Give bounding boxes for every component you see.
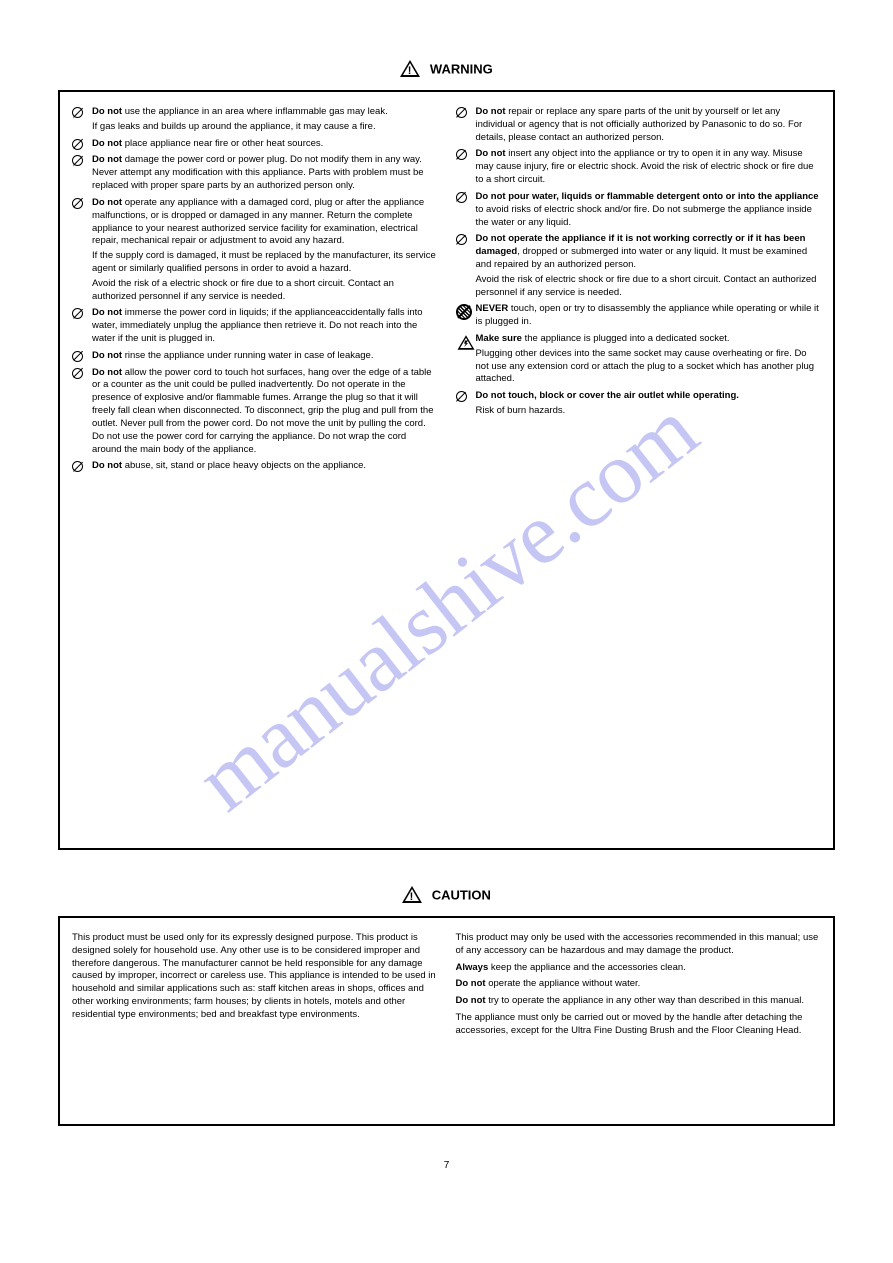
list-item: NEVER touch, open or try to disassembly … bbox=[456, 303, 822, 329]
caution-right-column: This product may only be used with the a… bbox=[456, 932, 822, 1110]
prohibit-icon bbox=[72, 351, 83, 362]
list-item: Do not place appliance near fire or othe… bbox=[72, 138, 438, 151]
list-item: This product may only be used with the a… bbox=[456, 932, 822, 958]
list-item: The appliance must only be carried out o… bbox=[456, 1012, 822, 1038]
item-text: The appliance must only be carried out o… bbox=[456, 1012, 803, 1036]
item-text: Do not pour water, liquids or flammable … bbox=[476, 191, 819, 228]
prohibit-icon bbox=[456, 234, 467, 245]
list-item: Do not damage the power cord or power pl… bbox=[72, 154, 438, 192]
item-text: NEVER touch, open or try to disassembly … bbox=[476, 303, 819, 327]
list-item: Do not use the appliance in an area wher… bbox=[72, 106, 438, 134]
item-text: Do not immerse the power cord in liquids… bbox=[92, 307, 423, 344]
caution-title: CAUTION bbox=[432, 887, 491, 902]
warning-header: WARNING bbox=[58, 60, 835, 80]
item-note: If gas leaks and builds up around the ap… bbox=[92, 121, 438, 134]
list-item: Do not immerse the power cord in liquids… bbox=[72, 307, 438, 345]
item-text: Do not insert any object into the applia… bbox=[476, 148, 814, 185]
list-item: Do not repair or replace any spare parts… bbox=[456, 106, 822, 144]
item-text: Do not abuse, sit, stand or place heavy … bbox=[92, 460, 366, 471]
prohibit-icon bbox=[72, 461, 83, 472]
item-extra: Plugging other devices into the same soc… bbox=[476, 348, 822, 386]
warning-box: Do not use the appliance in an area wher… bbox=[58, 90, 835, 850]
warning-columns: Do not use the appliance in an area wher… bbox=[72, 106, 821, 834]
list-item: Do not pour water, liquids or flammable … bbox=[456, 191, 822, 229]
prohibit-icon bbox=[456, 149, 467, 160]
prohibit-icon bbox=[456, 192, 467, 203]
warning-left-column: Do not use the appliance in an area wher… bbox=[72, 106, 438, 834]
prohibit-large-icon bbox=[456, 304, 472, 320]
item-extra: Risk of burn hazards. bbox=[476, 405, 822, 418]
item-text: Do not allow the power cord to touch hot… bbox=[92, 367, 434, 455]
list-item: Make sure the appliance is plugged into … bbox=[456, 333, 822, 386]
item-text: Do not try to operate the appliance in a… bbox=[456, 995, 805, 1006]
item-text: Do not rinse the appliance under running… bbox=[92, 350, 373, 361]
list-item: Do not insert any object into the applia… bbox=[456, 148, 822, 186]
prohibit-icon bbox=[72, 107, 83, 118]
list-item: Do not allow the power cord to touch hot… bbox=[72, 367, 438, 457]
caution-left-column: This product must be used only for its e… bbox=[72, 932, 438, 1110]
caution-box: This product must be used only for its e… bbox=[58, 916, 835, 1126]
prohibit-icon bbox=[72, 308, 83, 319]
item-text: Do not operate any appliance with a dama… bbox=[92, 197, 424, 246]
caution-columns: This product must be used only for its e… bbox=[72, 932, 821, 1110]
item-extra2: Avoid the risk of a electric shock or fi… bbox=[92, 278, 438, 304]
prohibit-icon bbox=[456, 107, 467, 118]
item-text: Do not repair or replace any spare parts… bbox=[476, 106, 803, 143]
list-item: Do not rinse the appliance under running… bbox=[72, 350, 438, 363]
warning-icon bbox=[400, 60, 420, 80]
list-item: Always keep the appliance and the access… bbox=[456, 962, 822, 975]
item-text: This product may only be used with the a… bbox=[456, 932, 819, 956]
electric-hazard-icon bbox=[457, 335, 474, 349]
item-text: Make sure the appliance is plugged into … bbox=[476, 333, 730, 344]
warning-title: WARNING bbox=[430, 61, 493, 76]
prohibit-icon bbox=[72, 139, 83, 150]
item-text: Do not operate the appliance without wat… bbox=[456, 978, 641, 989]
page: manualshive.com WARNING Do not use the a… bbox=[0, 0, 893, 1263]
item-text: Do not damage the power cord or power pl… bbox=[92, 154, 424, 191]
item-extra: Avoid the risk of electric shock or fire… bbox=[476, 274, 822, 300]
item-extra: If the supply cord is damaged, it must b… bbox=[92, 250, 438, 276]
warning-right-column: Do not repair or replace any spare parts… bbox=[456, 106, 822, 834]
list-item: Do not try to operate the appliance in a… bbox=[456, 995, 822, 1008]
caution-icon bbox=[402, 886, 422, 906]
prohibit-icon bbox=[72, 368, 83, 379]
list-item: Do not operate the appliance if it is no… bbox=[456, 233, 822, 299]
item-text: Always keep the appliance and the access… bbox=[456, 962, 686, 973]
prohibit-icon bbox=[456, 391, 467, 402]
page-number: 7 bbox=[58, 1160, 835, 1171]
list-item: Do not operate the appliance without wat… bbox=[456, 978, 822, 991]
prohibit-icon bbox=[72, 198, 83, 209]
list-item: This product must be used only for its e… bbox=[72, 932, 438, 1022]
item-text: Do not place appliance near fire or othe… bbox=[92, 138, 323, 149]
item-text: Do not touch, block or cover the air out… bbox=[476, 390, 739, 401]
list-item: Do not touch, block or cover the air out… bbox=[456, 390, 822, 418]
item-text: Do not operate the appliance if it is no… bbox=[476, 233, 808, 270]
list-item: Do not abuse, sit, stand or place heavy … bbox=[72, 460, 438, 473]
prohibit-icon bbox=[72, 155, 83, 166]
item-text: This product must be used only for its e… bbox=[72, 932, 436, 1020]
list-item: Do not operate any appliance with a dama… bbox=[72, 197, 438, 304]
caution-header: CAUTION bbox=[58, 886, 835, 906]
item-text: Do not use the appliance in an area wher… bbox=[92, 106, 388, 117]
